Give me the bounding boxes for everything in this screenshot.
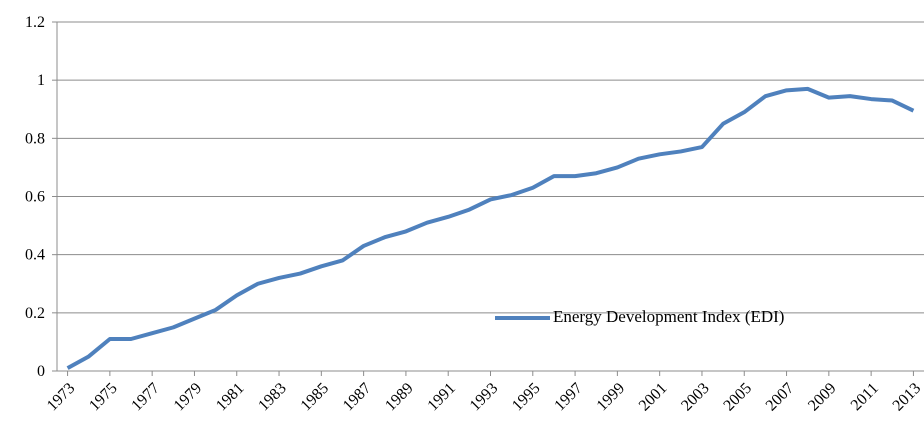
x-tick-label: 1981 [213, 380, 248, 415]
x-tick-label: 2011 [848, 380, 882, 414]
x-tick-label: 1997 [551, 380, 586, 415]
y-tick-label: 0.8 [25, 130, 45, 147]
y-tick-label: 1 [37, 72, 45, 89]
y-tick-label: 0 [37, 363, 45, 380]
x-tick-label: 1977 [128, 380, 163, 415]
x-tick-label: 1987 [340, 380, 375, 415]
x-tick-label: 1985 [298, 380, 333, 415]
legend-label: Energy Development Index (EDI) [553, 307, 785, 326]
x-tick-label: 1989 [382, 380, 417, 415]
x-tick-label: 1975 [86, 380, 121, 415]
x-tick-label: 2001 [636, 380, 671, 415]
x-tick-label: 1983 [255, 380, 290, 415]
y-tick-label: 0.2 [25, 305, 45, 322]
x-tick-label: 1973 [44, 380, 79, 415]
x-tick-label: 2007 [763, 380, 798, 415]
y-tick-label: 1.2 [25, 14, 45, 31]
x-tick-label: 2005 [720, 380, 755, 415]
x-tick-label: 2013 [890, 380, 924, 415]
x-tick-label: 1979 [171, 380, 206, 415]
x-tick-label: 2009 [805, 380, 840, 415]
y-tick-label: 0.4 [25, 247, 45, 264]
data-line [66, 86, 915, 370]
x-tick-label: 2003 [678, 380, 713, 415]
x-tick-label: 1993 [467, 380, 502, 415]
x-tick-label: 1991 [424, 380, 459, 415]
x-tick-label: 1995 [509, 380, 544, 415]
y-tick-label: 0.6 [25, 189, 45, 206]
x-tick-label: 1999 [594, 380, 629, 415]
